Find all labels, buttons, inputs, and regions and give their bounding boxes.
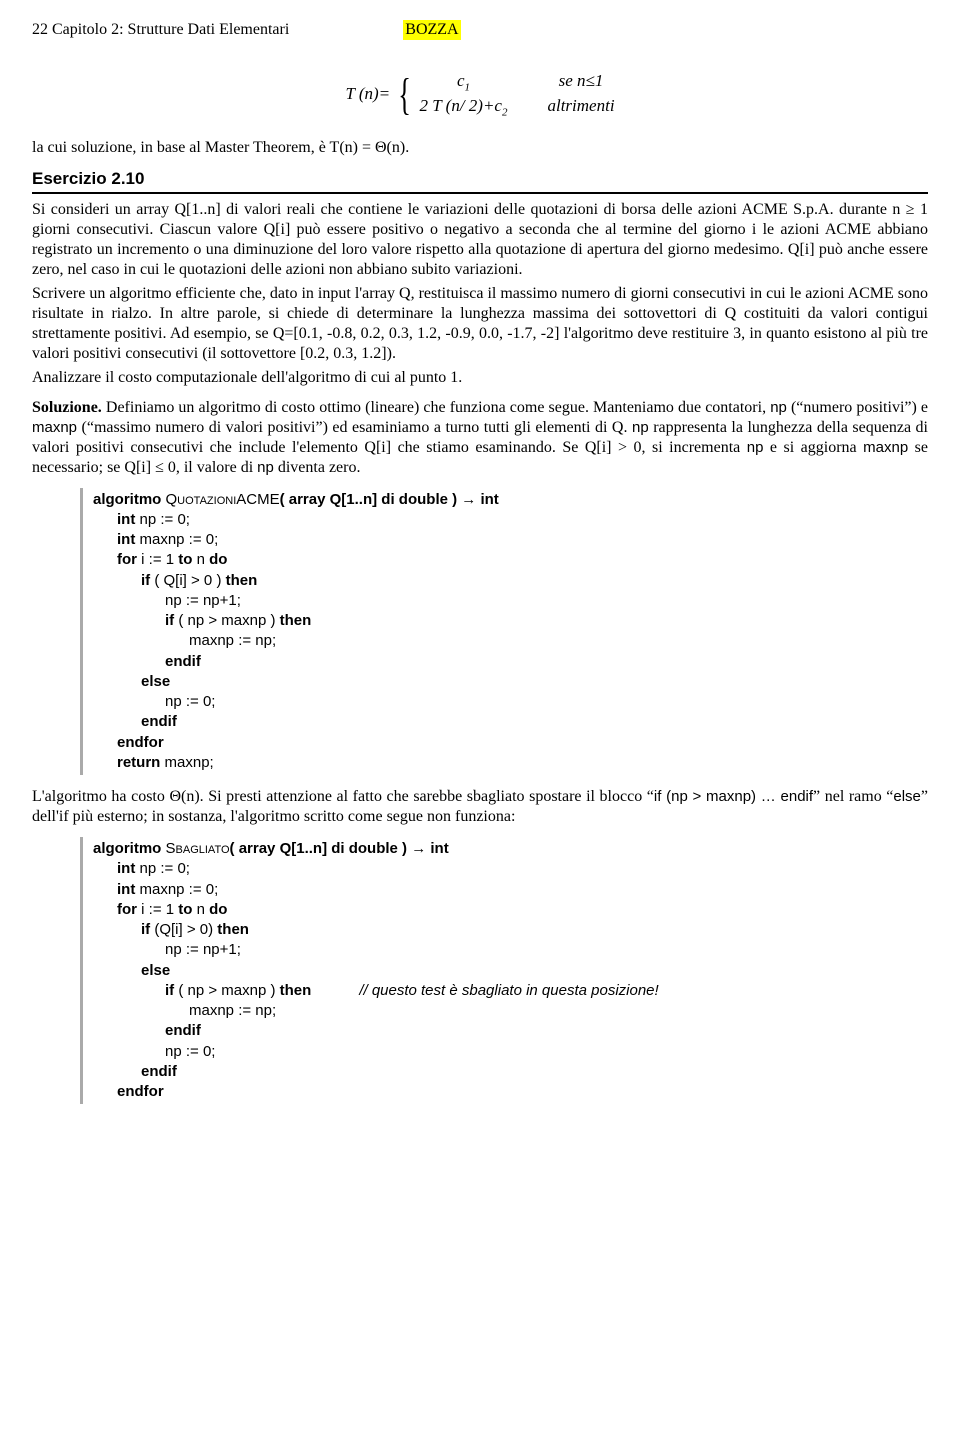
brace-icon: {	[399, 73, 412, 117]
exercise-title: Esercizio 2.10	[32, 168, 928, 189]
page-header: 22 Capitolo 2: Strutture Dati Elementari…	[32, 20, 928, 40]
recurrence-equation: T (n)= { c1 se n≤1 2 T (n/ 2)+c2 altrime…	[32, 70, 928, 120]
draft-badge: BOZZA	[403, 20, 460, 40]
header-left: 22 Capitolo 2: Strutture Dati Elementari	[32, 21, 289, 38]
problem-para-2: Scrivere un algoritmo efficiente che, da…	[32, 284, 928, 364]
problem-para-3: Analizzare il costo computazionale dell'…	[32, 368, 928, 388]
after-eq-text: la cui soluzione, in base al Master Theo…	[32, 138, 928, 158]
algorithm-wrong: algoritmo Sbagliato( array Q[1..n] di do…	[80, 837, 928, 1104]
problem-para-1: Si consideri un array Q[1..n] di valori …	[32, 200, 928, 280]
solution-para: Soluzione. Definiamo un algoritmo di cos…	[32, 398, 928, 478]
title-rule	[32, 192, 928, 194]
wrong-pos-comment: // questo test è sbagliato in questa pos…	[311, 982, 658, 999]
algorithm-correct: algoritmo QuotazioniACME( array Q[1..n] …	[80, 488, 928, 776]
eq-lhs: T (n)=	[345, 84, 390, 103]
after-algo-para: L'algoritmo ha costo Θ(n). Si presti att…	[32, 787, 928, 827]
